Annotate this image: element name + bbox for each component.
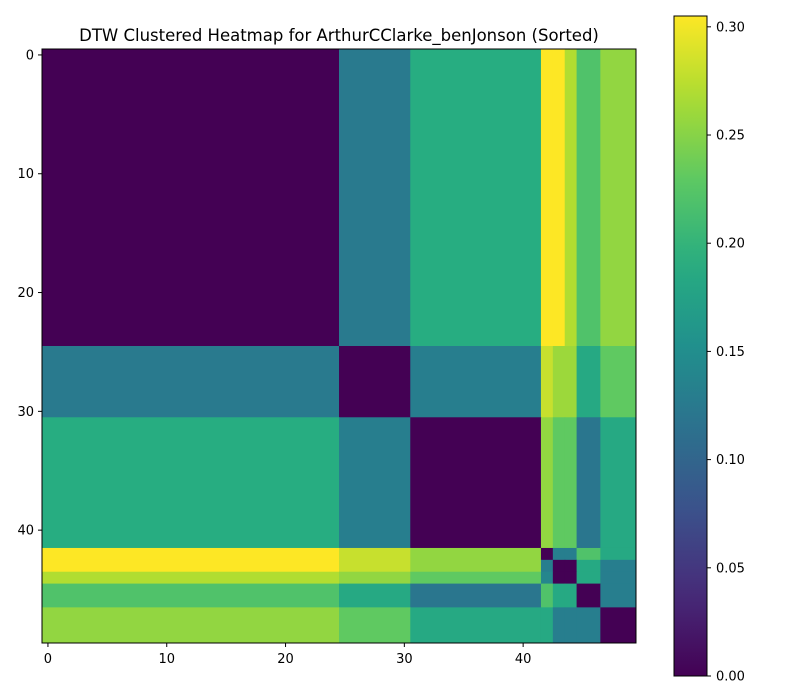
heatmap-cell [42, 417, 340, 549]
heatmap-cell [576, 547, 601, 561]
heatmap-cell [576, 607, 601, 644]
x-tick-label: 10 [158, 652, 175, 667]
heatmap-cell [540, 417, 554, 549]
heatmap-cell [564, 559, 578, 573]
heatmap-cell [540, 49, 554, 347]
heatmap-cell [42, 571, 340, 585]
heatmap-cell [564, 571, 578, 585]
colorbar-tick-label: 0.05 [716, 561, 745, 576]
colorbar: 0.00 0.05 0.10 0.15 0.20 0.25 0.30 [673, 15, 745, 685]
heatmap-cell [540, 607, 554, 644]
heatmap-cell [410, 559, 542, 573]
colorbar-gradient [673, 15, 708, 677]
heatmap-cell [540, 559, 554, 573]
heatmap-cell [552, 547, 566, 561]
heatmap-cell [339, 547, 411, 561]
heatmap-cell [339, 417, 411, 549]
y-tick-label: 0 [26, 48, 34, 63]
colorbar-tick-label: 0.00 [716, 670, 745, 685]
heatmap-cell [600, 49, 637, 347]
heatmap-cell [339, 559, 411, 573]
heatmap-cell [552, 571, 566, 585]
plot-frame [41, 48, 637, 644]
heatmap-cell [600, 571, 637, 585]
heatmap-cell [339, 607, 411, 644]
heatmap-cell [576, 346, 601, 418]
heatmap-cell [552, 559, 566, 573]
heatmap-cell [600, 346, 637, 418]
heatmap-cell [576, 571, 601, 585]
heatmap-cell [576, 559, 601, 573]
heatmap-cell [339, 583, 411, 608]
y-tick-label: 20 [17, 286, 34, 301]
heatmap-cell [576, 417, 601, 549]
heatmap-cell [42, 547, 340, 561]
heatmap-cell [410, 607, 542, 644]
colorbar-tick-label: 0.25 [716, 129, 745, 144]
heatmap-cell [42, 49, 340, 347]
heatmap-cell [576, 583, 601, 608]
x-axis: 0 10 20 30 40 [44, 643, 532, 667]
x-tick-label: 40 [515, 652, 532, 667]
heatmap-cell [600, 607, 637, 644]
heatmap-cell [564, 607, 578, 644]
heatmap-cell [410, 417, 542, 549]
heatmap-cell [564, 583, 578, 608]
colorbar-tick-label: 0.10 [716, 453, 745, 468]
heatmap-cell [564, 547, 578, 561]
heatmap-cell [552, 607, 566, 644]
colorbar-tick-label: 0.30 [716, 20, 745, 35]
heatmap-cell [410, 571, 542, 585]
heatmap-cell [540, 346, 554, 418]
heatmap-cell [410, 583, 542, 608]
heatmap-cells [42, 49, 637, 644]
heatmap-cell [540, 547, 554, 561]
heatmap-cell [576, 49, 601, 347]
heatmap-cell [339, 346, 411, 418]
heatmap-cell [540, 583, 554, 608]
heatmap-cell [540, 571, 554, 585]
heatmap-cell [410, 346, 542, 418]
x-tick-label: 20 [277, 652, 294, 667]
heatmap-cell [600, 559, 637, 573]
y-axis: 0 10 20 30 40 [17, 48, 42, 539]
x-tick-label: 0 [44, 652, 52, 667]
heatmap-cell [564, 49, 578, 347]
heatmap-cell [339, 571, 411, 585]
heatmap-cell [552, 583, 566, 608]
heatmap-cell [552, 49, 566, 347]
y-tick-label: 40 [17, 524, 34, 539]
heatmap-cell [600, 583, 637, 608]
heatmap-cell [42, 559, 340, 573]
heatmap-cell [552, 346, 566, 418]
heatmap-cell [42, 346, 340, 418]
heatmap-cell [410, 49, 542, 347]
heatmap-cell [410, 547, 542, 561]
heatmap-cell [42, 607, 340, 644]
chart-title: DTW Clustered Heatmap for ArthurCClarke_… [79, 26, 599, 46]
heatmap-cell [564, 417, 578, 549]
heatmap-cell [339, 49, 411, 347]
colorbar-tick-label: 0.20 [716, 237, 745, 252]
heatmap-cell [552, 417, 566, 549]
y-tick-label: 30 [17, 405, 34, 420]
heatmap-cell [600, 417, 637, 549]
heatmap-cell [600, 547, 637, 561]
colorbar-tick-label: 0.15 [716, 345, 745, 360]
x-tick-label: 30 [396, 652, 413, 667]
heatmap-cell [564, 346, 578, 418]
y-tick-label: 10 [17, 167, 34, 182]
heatmap-cell [42, 583, 340, 608]
